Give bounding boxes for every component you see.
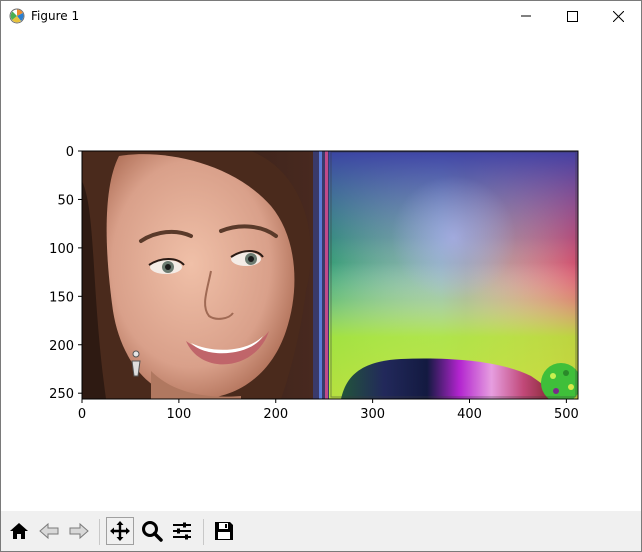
y-tick-label: 200: [49, 339, 74, 354]
axes-frame: [81, 150, 579, 400]
x-tick-label: 400: [457, 407, 482, 422]
x-tick-label: 0: [78, 407, 86, 422]
minimize-button[interactable]: [503, 1, 549, 31]
forward-button[interactable]: [65, 517, 93, 545]
toolbar-separator: [203, 519, 204, 545]
y-tick-label: 0: [66, 145, 74, 160]
toolbar-separator: [99, 519, 100, 545]
x-tick-label: 200: [263, 407, 288, 422]
maximize-button[interactable]: [549, 1, 595, 31]
minimize-icon: [521, 15, 531, 17]
floppy-disk-icon: [215, 522, 233, 540]
plot-svg[interactable]: 0 100 200 300 400 500 0 50 100 150 200 250: [1, 31, 641, 511]
back-arrow-icon: [39, 522, 59, 540]
sliders-icon: [173, 522, 191, 540]
y-tick-label: 50: [57, 193, 74, 208]
matplotlib-icon: [9, 8, 25, 24]
title-bar[interactable]: Figure 1: [1, 1, 641, 31]
color-map-image: [329, 151, 578, 399]
x-tick-label: 100: [166, 407, 191, 422]
y-tick-label: 100: [49, 242, 74, 257]
maximize-icon: [566, 10, 578, 22]
close-icon: [612, 10, 624, 22]
y-tick-label: 250: [49, 387, 74, 402]
home-icon: [10, 523, 28, 539]
y-tick-label: 150: [49, 290, 74, 305]
save-button[interactable]: [210, 517, 238, 545]
figure-canvas[interactable]: 0 100 200 300 400 500 0 50 100 150 200 250: [1, 31, 641, 511]
move-icon: [110, 521, 130, 541]
window-title: Figure 1: [31, 9, 80, 23]
navigation-toolbar: [1, 511, 641, 551]
back-button[interactable]: [35, 517, 63, 545]
close-button[interactable]: [595, 1, 641, 31]
home-button[interactable]: [5, 517, 33, 545]
magnifier-icon: [142, 521, 163, 542]
x-axis: 0 100 200 300 400 500: [78, 399, 579, 422]
x-tick-label: 300: [360, 407, 385, 422]
x-tick-label: 500: [554, 407, 579, 422]
forward-arrow-icon: [69, 522, 89, 540]
configure-subplots-button[interactable]: [168, 517, 196, 545]
face-photo-image: [82, 151, 329, 399]
y-axis: 0 50 100 150 200 250: [49, 145, 82, 402]
zoom-button[interactable]: [138, 517, 166, 545]
pan-button[interactable]: [106, 517, 134, 545]
